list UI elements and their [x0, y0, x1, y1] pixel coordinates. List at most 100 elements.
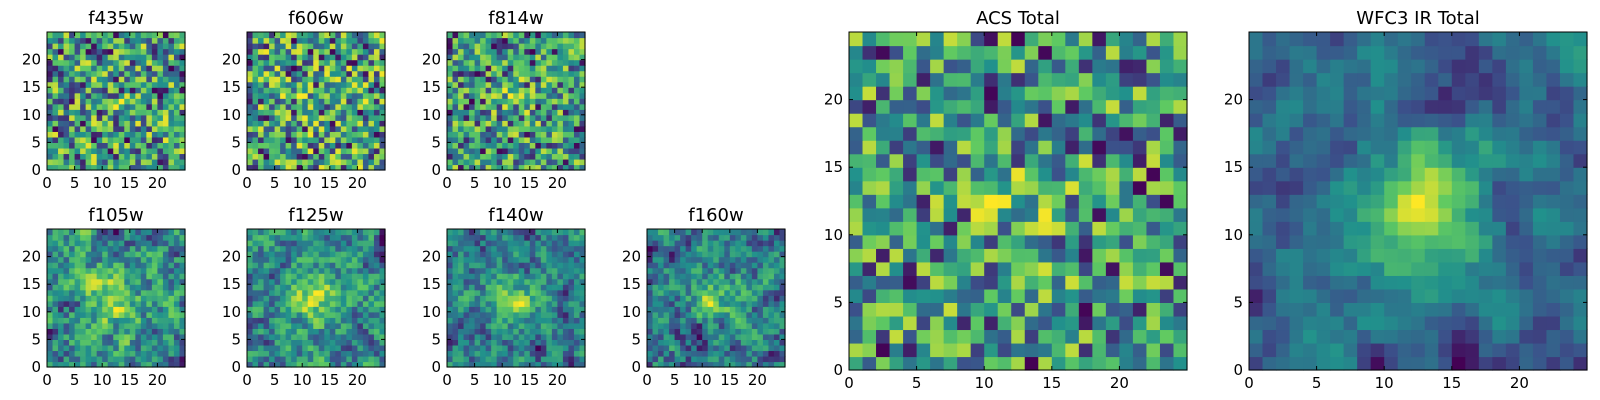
heatmap-cell — [291, 70, 298, 77]
heatmap-cell — [568, 267, 575, 274]
heatmap-cell — [258, 256, 265, 263]
heatmap-cell — [485, 278, 492, 285]
heatmap-cell — [713, 311, 720, 318]
heatmap-cell — [496, 153, 503, 160]
heatmap-cell — [318, 317, 325, 324]
heatmap-cell — [318, 234, 325, 241]
heatmap-cell — [335, 164, 342, 171]
heatmap-cell — [47, 98, 54, 105]
heatmap-cell — [540, 43, 547, 50]
heatmap-cell — [1078, 180, 1093, 195]
heatmap-cell — [680, 256, 687, 263]
heatmap-cell — [452, 136, 459, 143]
heatmap-cell — [58, 125, 65, 132]
heatmap-cell — [80, 48, 87, 55]
heatmap-cell — [551, 87, 558, 94]
heatmap-cell — [702, 289, 709, 296]
heatmap-cell — [1173, 329, 1188, 344]
heatmap-cell — [496, 350, 503, 357]
heatmap-cell — [96, 131, 103, 138]
heatmap-cell — [469, 262, 476, 269]
heatmap-cell — [263, 355, 270, 363]
heatmap-cell — [96, 109, 103, 116]
heatmap-cell — [96, 251, 103, 258]
heatmap-cell — [680, 229, 687, 236]
heatmap-cell — [146, 267, 153, 274]
heatmap-cell — [779, 251, 786, 258]
heatmap-cell — [146, 70, 153, 77]
heatmap-cell — [280, 267, 287, 274]
heatmap-cell — [1024, 288, 1039, 303]
heatmap-cell — [1119, 261, 1134, 276]
heatmap-cell — [362, 284, 370, 291]
heatmap-cell — [135, 32, 142, 39]
heatmap-cell — [491, 70, 498, 77]
heatmap-cell — [346, 311, 353, 318]
heatmap-cell — [157, 256, 164, 263]
heatmap-cell — [862, 261, 877, 276]
heatmap-cell — [546, 245, 553, 252]
heatmap-cell — [69, 262, 76, 269]
heatmap-cell — [357, 273, 364, 280]
heatmap-cell — [930, 167, 945, 182]
heatmap-cell — [340, 114, 347, 121]
f435w-pixels — [47, 32, 186, 171]
heatmap-cell — [496, 136, 503, 143]
heatmap-cell — [729, 262, 736, 269]
heatmap-cell — [513, 361, 520, 368]
heatmap-cell — [335, 125, 342, 132]
heatmap-cell — [274, 361, 281, 368]
heatmap-cell — [943, 356, 958, 371]
heatmap-cell — [480, 109, 487, 116]
heatmap-cell — [669, 234, 676, 241]
heatmap-cell — [291, 98, 298, 105]
heatmap-cell — [269, 131, 276, 138]
heatmap-cell — [151, 306, 158, 313]
heatmap-cell — [113, 120, 120, 127]
f105w-title: f105w — [88, 205, 143, 226]
heatmap-cell — [329, 81, 336, 88]
heatmap-cell — [502, 289, 509, 296]
heatmap-cell — [1065, 248, 1080, 263]
heatmap-cell — [58, 120, 65, 127]
heatmap-cell — [496, 65, 503, 72]
heatmap-cell — [669, 251, 676, 258]
heatmap-cell — [903, 261, 918, 276]
heatmap-cell — [296, 350, 303, 357]
heatmap-cell — [916, 342, 931, 358]
heatmap-cell — [107, 153, 114, 160]
heatmap-cell — [779, 245, 786, 252]
heatmap-cell — [485, 289, 492, 296]
heatmap-cell — [173, 339, 181, 346]
heatmap-cell — [96, 142, 103, 149]
heatmap-cell — [280, 125, 287, 132]
heatmap-cell — [307, 262, 314, 269]
heatmap-cell — [329, 70, 336, 77]
heatmap-cell — [124, 76, 131, 83]
heatmap-cell — [85, 59, 92, 66]
heatmap-cell — [146, 109, 153, 116]
heatmap-cell — [263, 322, 270, 329]
heatmap-cell — [557, 322, 564, 329]
heatmap-cell — [669, 328, 676, 335]
heatmap-cell — [335, 355, 342, 363]
heatmap-cell — [107, 344, 114, 352]
heatmap-cell — [469, 333, 476, 340]
heatmap-cell — [247, 361, 254, 368]
heatmap-cell — [735, 322, 742, 329]
heatmap-cell — [762, 289, 770, 296]
heatmap-cell — [151, 267, 158, 274]
heatmap-cell — [474, 164, 481, 171]
heatmap-cell — [280, 278, 287, 285]
heatmap-cell — [69, 153, 76, 160]
heatmap-cell — [162, 229, 170, 236]
heatmap-cell — [876, 288, 891, 303]
heatmap-cell — [1078, 248, 1093, 263]
heatmap-cell — [168, 120, 175, 127]
heatmap-cell — [346, 65, 353, 72]
heatmap-cell — [162, 322, 170, 329]
heatmap-cell — [140, 37, 147, 44]
heatmap-cell — [285, 37, 292, 44]
heatmap-cell — [179, 256, 186, 263]
heatmap-cell — [524, 339, 531, 346]
